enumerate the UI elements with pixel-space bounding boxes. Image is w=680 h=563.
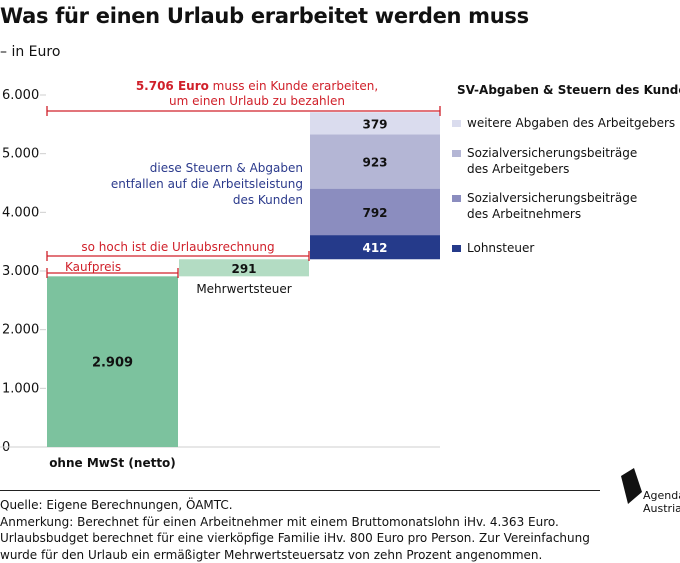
annotation-blue-note: entfallen auf die Arbeitsleistung — [111, 177, 303, 191]
y-tick-label: 2.000 — [2, 323, 39, 338]
stack-value-label: 412 — [362, 241, 387, 255]
annotation-kaufpreis: Kaufpreis — [65, 260, 121, 274]
legend-swatch — [452, 150, 461, 157]
y-tick-label: 1.000 — [2, 381, 39, 396]
footer-divider — [0, 490, 600, 491]
bar-value-label: 291 — [231, 262, 256, 276]
legend-title: SV-Abgaben & Steuern des Kunden: — [457, 83, 680, 97]
bar-category-label: Mehrwertsteuer — [196, 282, 291, 296]
footer-note-line: Anmerkung: Berechnet für einen Arbeitneh… — [0, 514, 559, 529]
stack-value-label: 792 — [362, 206, 387, 220]
y-tick-label: 6.000 — [2, 88, 39, 103]
legend-label: Sozialversicherungsbeiträge — [467, 146, 637, 160]
stack-segment — [310, 134, 440, 189]
bar-value-label: 2.909 — [92, 356, 133, 371]
y-tick-label: 3.000 — [2, 264, 39, 279]
annotation-blue-note: diese Steuern & Abgaben — [150, 161, 303, 175]
legend-swatch — [452, 245, 461, 252]
chart-subtitle: – in Euro — [0, 44, 61, 60]
chart-canvas: 6.0005.0004.0003.0002.0001.00002.909ohne… — [0, 79, 680, 470]
y-tick-label: 4.000 — [2, 205, 39, 220]
stack-value-label: 923 — [362, 156, 387, 170]
legend-label: Lohnsteuer — [467, 241, 534, 255]
stack-segment — [310, 235, 440, 260]
footer-note-line: wurde für den Urlaub ein ermäßigter Mehr… — [0, 547, 543, 562]
legend-label: des Arbeitgebers — [467, 162, 569, 176]
legend-label: Sozialversicherungsbeiträge — [467, 191, 637, 205]
logo-icon — [621, 468, 642, 504]
bar-mehrwertsteuer — [179, 259, 309, 277]
logo-text-line2: Austria — [643, 502, 680, 515]
chart-title: Was für einen Urlaub erarbeitet werden m… — [0, 4, 529, 28]
annotation-total-line1: 5.706 Euro muss ein Kunde erarbeiten, — [136, 79, 378, 93]
annotation-total-line2: um einen Urlaub zu bezahlen — [169, 94, 345, 108]
footer-note-line: Urlaubsbudget berechnet für eine vierköp… — [0, 531, 590, 545]
legend-swatch — [452, 195, 461, 202]
x-category-label: ohne MwSt (netto) — [49, 456, 176, 470]
legend-label: des Arbeitnehmers — [467, 207, 581, 221]
annotation-blue-note: des Kunden — [233, 193, 303, 207]
stack-segment — [310, 112, 440, 135]
y-tick-label: 5.000 — [2, 147, 39, 162]
stack-segment — [310, 188, 440, 236]
legend-label: weitere Abgaben des Arbeitgebers — [467, 116, 675, 130]
stack-value-label: 379 — [362, 117, 387, 131]
logo-text-line1: Agenda — [643, 489, 680, 502]
footer-source: Quelle: Eigene Berechnungen, ÖAMTC. — [0, 498, 233, 512]
legend-swatch — [452, 120, 461, 127]
footer: Quelle: Eigene Berechnungen, ÖAMTC. Anme… — [0, 497, 590, 563]
bar-netto — [47, 276, 178, 447]
annotation-urlaubsrechnung: so hoch ist die Urlaubsrechnung — [81, 240, 274, 254]
